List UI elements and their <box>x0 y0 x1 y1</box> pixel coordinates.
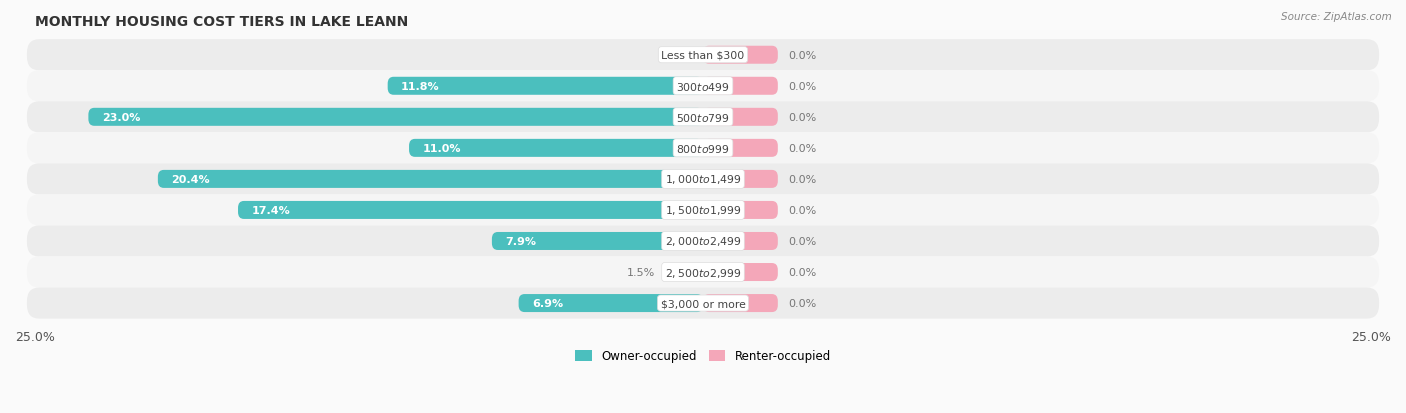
Text: 6.9%: 6.9% <box>531 298 562 309</box>
FancyBboxPatch shape <box>27 164 1379 195</box>
Text: 0.0%: 0.0% <box>789 205 817 216</box>
Text: 17.4%: 17.4% <box>252 205 290 216</box>
Text: 0.0%: 0.0% <box>789 82 817 92</box>
Text: 0.0%: 0.0% <box>789 174 817 185</box>
FancyBboxPatch shape <box>703 171 778 188</box>
FancyBboxPatch shape <box>703 294 778 312</box>
Text: $800 to $999: $800 to $999 <box>676 142 730 154</box>
Text: 20.4%: 20.4% <box>172 174 209 185</box>
FancyBboxPatch shape <box>662 263 703 281</box>
Text: Less than $300: Less than $300 <box>661 51 745 61</box>
Text: $2,500 to $2,999: $2,500 to $2,999 <box>665 266 741 279</box>
Text: 0.0%: 0.0% <box>789 143 817 154</box>
Text: 0.0%: 0.0% <box>664 51 692 61</box>
Text: 23.0%: 23.0% <box>101 113 141 123</box>
Text: 0.0%: 0.0% <box>789 51 817 61</box>
FancyBboxPatch shape <box>89 109 703 126</box>
Text: $500 to $799: $500 to $799 <box>676 112 730 123</box>
FancyBboxPatch shape <box>703 140 778 157</box>
FancyBboxPatch shape <box>27 226 1379 257</box>
FancyBboxPatch shape <box>27 133 1379 164</box>
FancyBboxPatch shape <box>519 294 703 312</box>
Text: 1.5%: 1.5% <box>627 267 655 278</box>
Text: $300 to $499: $300 to $499 <box>676 81 730 93</box>
FancyBboxPatch shape <box>27 71 1379 102</box>
FancyBboxPatch shape <box>703 47 778 64</box>
FancyBboxPatch shape <box>409 140 703 157</box>
FancyBboxPatch shape <box>492 233 703 250</box>
Text: MONTHLY HOUSING COST TIERS IN LAKE LEANN: MONTHLY HOUSING COST TIERS IN LAKE LEANN <box>35 15 408 29</box>
FancyBboxPatch shape <box>703 78 778 95</box>
Text: $1,500 to $1,999: $1,500 to $1,999 <box>665 204 741 217</box>
FancyBboxPatch shape <box>27 102 1379 133</box>
FancyBboxPatch shape <box>27 257 1379 288</box>
FancyBboxPatch shape <box>27 288 1379 319</box>
Text: 0.0%: 0.0% <box>789 267 817 278</box>
FancyBboxPatch shape <box>703 202 778 219</box>
FancyBboxPatch shape <box>388 78 703 95</box>
Legend: Owner-occupied, Renter-occupied: Owner-occupied, Renter-occupied <box>571 345 835 367</box>
FancyBboxPatch shape <box>27 40 1379 71</box>
Text: 11.8%: 11.8% <box>401 82 440 92</box>
Text: $1,000 to $1,499: $1,000 to $1,499 <box>665 173 741 186</box>
FancyBboxPatch shape <box>157 171 703 188</box>
Text: $2,000 to $2,499: $2,000 to $2,499 <box>665 235 741 248</box>
FancyBboxPatch shape <box>703 109 778 126</box>
Text: 0.0%: 0.0% <box>789 113 817 123</box>
Text: Source: ZipAtlas.com: Source: ZipAtlas.com <box>1281 12 1392 22</box>
Text: 0.0%: 0.0% <box>789 298 817 309</box>
Text: 11.0%: 11.0% <box>422 143 461 154</box>
FancyBboxPatch shape <box>703 263 778 281</box>
FancyBboxPatch shape <box>703 233 778 250</box>
FancyBboxPatch shape <box>238 202 703 219</box>
Text: 0.0%: 0.0% <box>789 236 817 247</box>
FancyBboxPatch shape <box>27 195 1379 226</box>
Text: 7.9%: 7.9% <box>505 236 536 247</box>
Text: $3,000 or more: $3,000 or more <box>661 298 745 309</box>
